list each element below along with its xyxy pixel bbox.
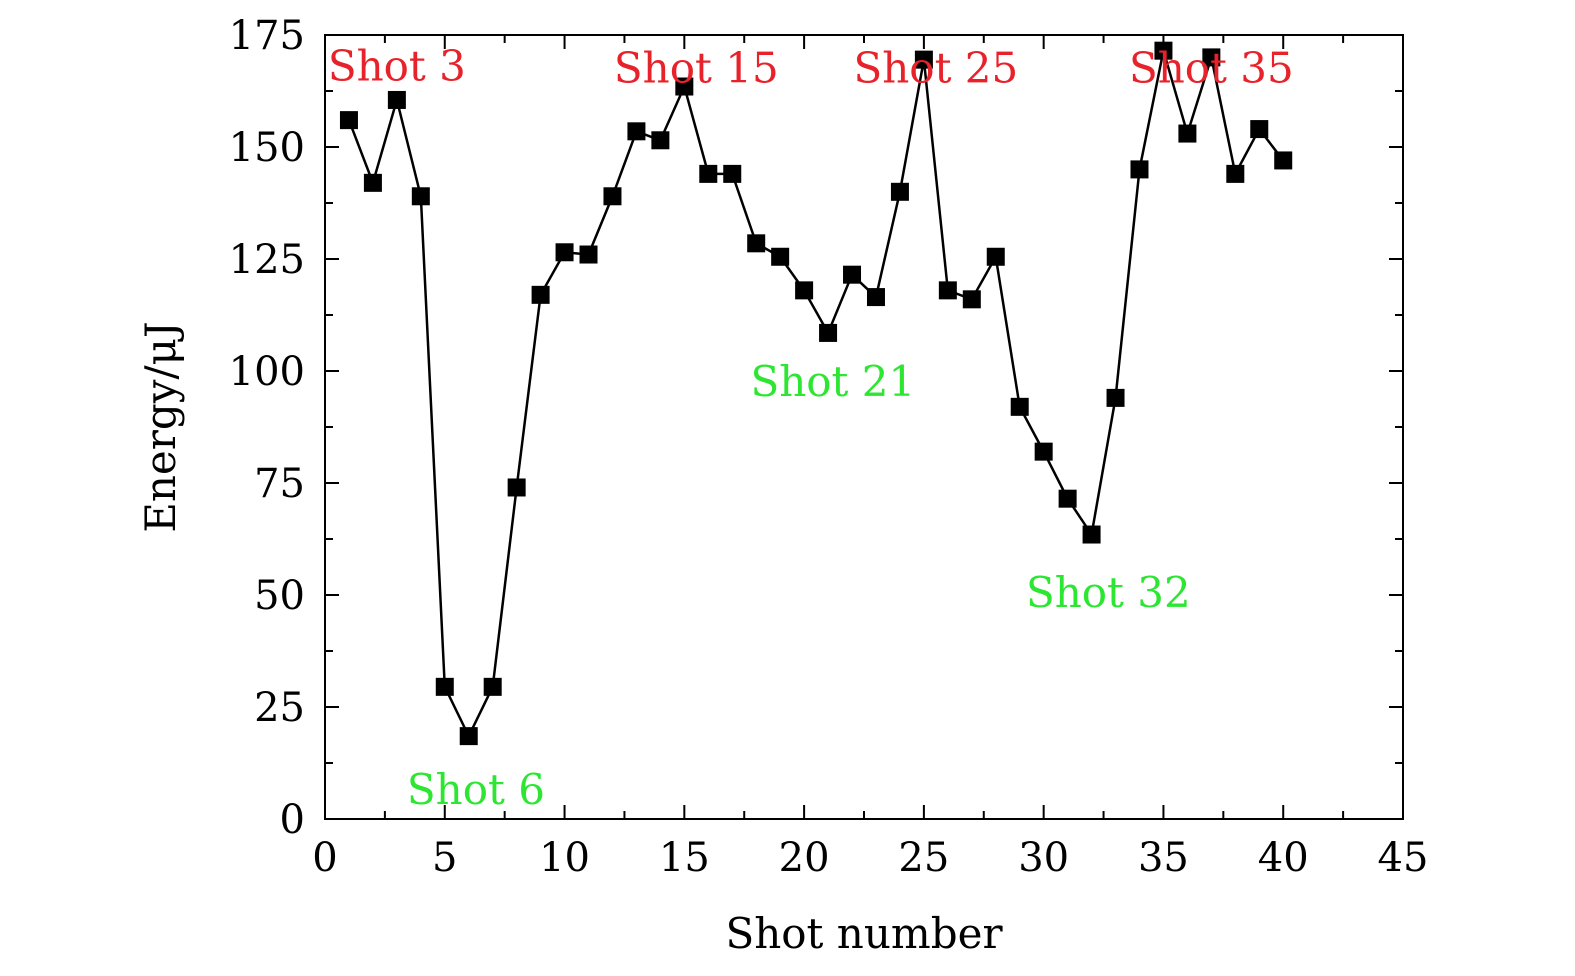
- data-point: [723, 164, 742, 183]
- x-axis-title: Shot number: [725, 909, 1003, 958]
- series-line: [347, 50, 1285, 739]
- x-tick-label: 35: [1138, 835, 1189, 881]
- data-point: [890, 182, 909, 201]
- data-point: [962, 290, 981, 309]
- y-tick-label: 175: [229, 13, 305, 59]
- data-point: [651, 131, 670, 150]
- x-tick-label: 40: [1258, 835, 1309, 881]
- data-point: [819, 323, 838, 342]
- data-point: [435, 677, 454, 696]
- data-point: [1082, 525, 1101, 544]
- data-point: [771, 247, 790, 266]
- data-point: [339, 111, 358, 130]
- data-point: [1130, 160, 1149, 179]
- data-point: [363, 173, 382, 192]
- y-tick-label: 75: [254, 461, 305, 507]
- data-point: [1154, 41, 1173, 60]
- data-point: [603, 187, 622, 206]
- annotation-label: Shot 35: [1129, 44, 1294, 93]
- data-point: [938, 281, 957, 300]
- data-point: [555, 243, 574, 262]
- y-tick-label: 125: [229, 237, 305, 283]
- x-tick-label: 20: [779, 835, 830, 881]
- annotation-label: Shot 6: [407, 765, 545, 814]
- data-point: [914, 50, 933, 69]
- y-tick-label: 100: [229, 349, 305, 395]
- data-point: [1034, 442, 1053, 461]
- data-point: [1010, 397, 1029, 416]
- data-point: [1058, 489, 1077, 508]
- data-point: [531, 285, 550, 304]
- data-point: [387, 90, 406, 109]
- y-tick-label: 50: [254, 573, 305, 619]
- data-point: [411, 187, 430, 206]
- y-tick-label: 150: [229, 125, 305, 171]
- data-markers: [339, 41, 1293, 746]
- x-tick-label: 10: [539, 835, 590, 881]
- plot-frame: [324, 34, 1404, 820]
- data-point: [459, 727, 478, 746]
- data-point: [675, 77, 694, 96]
- data-point: [1106, 388, 1125, 407]
- data-point: [627, 122, 646, 141]
- x-tick-label: 25: [898, 835, 949, 881]
- data-point: [483, 677, 502, 696]
- y-tick-label: 0: [280, 797, 305, 843]
- x-tick-label: 15: [659, 835, 710, 881]
- data-point: [1250, 120, 1269, 139]
- data-point: [507, 478, 526, 497]
- y-axis-title: Energy/μJ: [136, 321, 185, 533]
- data-point: [1226, 164, 1245, 183]
- data-point: [1202, 48, 1221, 67]
- annotation-label: Shot 21: [750, 357, 915, 406]
- data-point: [1274, 151, 1293, 170]
- x-tick-label: 5: [432, 835, 457, 881]
- data-point: [1178, 124, 1197, 143]
- annotations: Shot 3 Shot 15 Shot 25 Shot 35 Shot 6 Shot 21…: [328, 41, 1294, 814]
- annotation-label: Shot 25: [853, 44, 1018, 93]
- data-point: [795, 281, 814, 300]
- data-point: [699, 164, 718, 183]
- data-point: [579, 245, 598, 264]
- x-tick-label: 30: [1018, 835, 1069, 881]
- annotation-label: Shot 32: [1026, 568, 1191, 617]
- series-line-group: [347, 50, 1285, 739]
- tick-labels: 0 5 10 15 20 25 30 35 40 45 0 25 50 75 100 125 150 175: [229, 13, 1429, 881]
- y-tick-label: 25: [254, 685, 305, 731]
- annotation-label: Shot 15: [614, 44, 779, 93]
- x-tick-label: 45: [1378, 835, 1429, 881]
- data-point: [866, 288, 885, 307]
- data-point: [986, 247, 1005, 266]
- x-tick-label: 0: [312, 835, 337, 881]
- data-point: [747, 234, 766, 253]
- data-point: [843, 265, 862, 284]
- annotation-label: Shot 3: [328, 41, 466, 90]
